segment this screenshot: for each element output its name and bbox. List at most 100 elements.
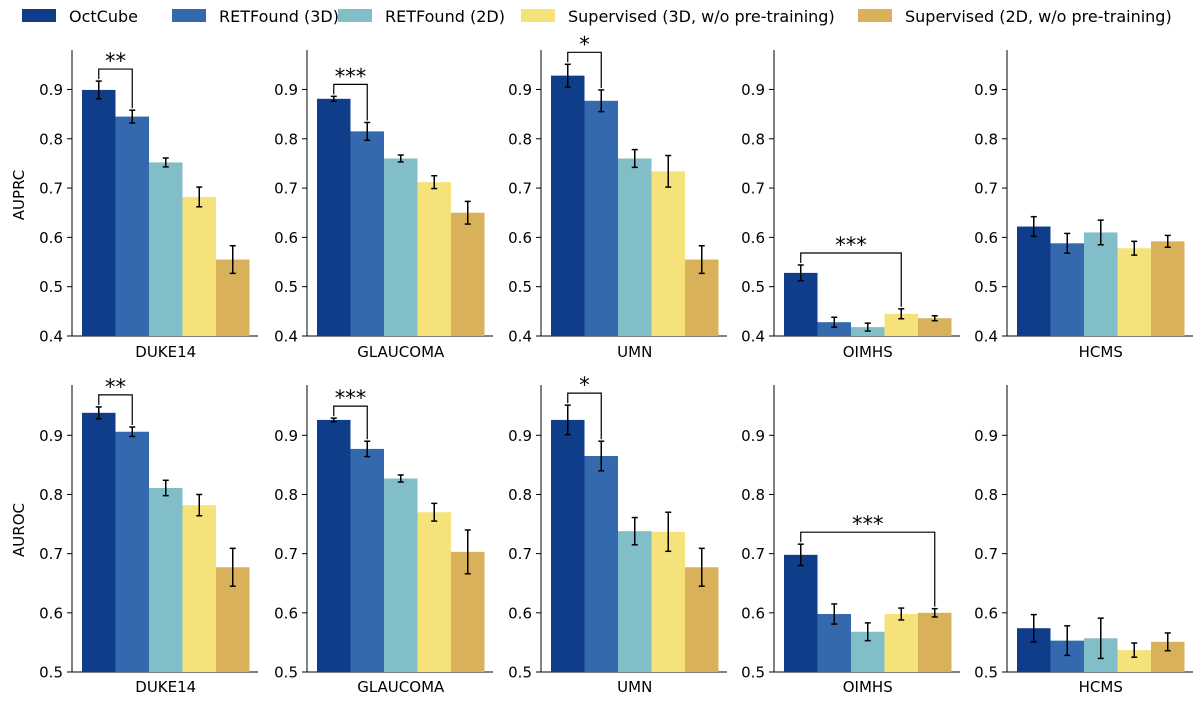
panel-duke14-auprc: 0.4 0.5 0.6 0.7 0.8 0.9 DUKE14 **: [39, 49, 258, 361]
category-label: OIMHS: [843, 678, 893, 696]
bar: [1017, 226, 1051, 336]
y-tick-label: 0.8: [974, 486, 998, 504]
y-tick-label: 0.9: [741, 427, 765, 445]
y-tick-label: 0.7: [974, 545, 998, 563]
bar: [1151, 241, 1185, 336]
bar: [551, 419, 585, 672]
y-tick-label: 0.8: [974, 130, 998, 148]
y-tick-label: 0.8: [741, 130, 765, 148]
category-label: GLAUCOMA: [357, 343, 445, 361]
y-tick-label: 0.9: [274, 81, 298, 99]
y-tick-label: 0.5: [508, 664, 532, 682]
panel-glaucoma-auroc: 0.5 0.6 0.7 0.8 0.9 GLAUCOMA ***: [274, 385, 493, 696]
legend-label: OctCube: [69, 7, 138, 26]
significance-bracket: [800, 531, 936, 607]
bar: [317, 419, 351, 672]
panel-umn-auprc: 0.4 0.5 0.6 0.7 0.8 0.9 UMN *: [508, 32, 727, 361]
legend-label: RETFound (2D): [385, 7, 505, 26]
y-tick-label: 0.4: [508, 328, 532, 346]
bar: [618, 531, 652, 672]
legend-swatch: [22, 9, 56, 22]
y-tick-label: 0.4: [974, 328, 998, 346]
significance-label: ***: [335, 64, 367, 88]
category-label: HCMS: [1079, 343, 1123, 361]
y-tick-label: 0.7: [274, 545, 298, 563]
panel-hcms-auprc: 0.4 0.5 0.6 0.7 0.8 0.9 HCMS: [974, 50, 1193, 361]
y-tick-label: 0.4: [741, 328, 765, 346]
significance-bracket: [567, 51, 602, 88]
significance-label: *: [579, 32, 590, 56]
bar: [417, 512, 451, 672]
y-tick-label: 0.7: [508, 545, 532, 563]
bar: [115, 116, 149, 336]
bar: [884, 614, 918, 672]
bar: [1117, 248, 1151, 336]
panel-oimhs-auprc: 0.4 0.5 0.6 0.7 0.8 0.9 OIMHS ***: [741, 50, 960, 361]
significance-bracket: [98, 394, 133, 426]
bar: [1050, 243, 1084, 336]
bar: [384, 158, 418, 336]
y-tick-label: 0.6: [39, 229, 63, 247]
y-tick-label: 0.7: [974, 180, 998, 198]
y-tick-label: 0.5: [39, 278, 63, 296]
y-tick-label: 0.6: [741, 229, 765, 247]
bar: [918, 318, 952, 336]
y-axis-label: AUPRC: [10, 170, 28, 220]
panel-hcms-auroc: 0.5 0.6 0.7 0.8 0.9 HCMS: [974, 385, 1193, 696]
y-tick-label: 0.5: [508, 278, 532, 296]
category-label: UMN: [617, 343, 652, 361]
y-tick-label: 0.8: [508, 130, 532, 148]
legend-swatch: [338, 9, 372, 22]
y-tick-label: 0.9: [974, 427, 998, 445]
legend-label: Supervised (3D, w/o pre-training): [568, 7, 835, 26]
y-tick-label: 0.6: [39, 604, 63, 622]
y-tick-label: 0.5: [741, 278, 765, 296]
significance-label: **: [105, 375, 126, 399]
bar: [82, 89, 116, 336]
significance-bracket: [333, 83, 368, 121]
y-tick-label: 0.9: [39, 427, 63, 445]
y-tick-label: 0.4: [274, 328, 298, 346]
significance-bracket: [567, 392, 602, 440]
significance-label: ***: [835, 233, 867, 257]
y-tick-label: 0.9: [39, 81, 63, 99]
y-tick-label: 0.7: [508, 180, 532, 198]
bar: [918, 612, 952, 672]
y-tick-label: 0.8: [274, 130, 298, 148]
significance-bracket: [98, 68, 133, 109]
legend-label: Supervised (2D, w/o pre-training): [905, 7, 1172, 26]
bar: [618, 158, 652, 336]
panel-glaucoma-auprc: 0.4 0.5 0.6 0.7 0.8 0.9 GLAUCOMA ***: [274, 50, 493, 361]
bar: [584, 456, 618, 672]
y-tick-label: 0.6: [974, 604, 998, 622]
y-tick-label: 0.6: [508, 229, 532, 247]
legend-swatch: [858, 9, 892, 22]
y-tick-label: 0.6: [508, 604, 532, 622]
y-tick-label: 0.7: [39, 545, 63, 563]
legend-swatch: [172, 9, 206, 22]
bar: [551, 75, 585, 336]
significance-label: ***: [335, 386, 367, 410]
panel-duke14-auroc: 0.5 0.6 0.7 0.8 0.9 DUKE14 **: [39, 375, 258, 696]
bar: [817, 322, 851, 336]
significance-bracket: [333, 405, 368, 440]
bar: [182, 196, 216, 336]
bar: [350, 448, 384, 672]
bar: [149, 162, 183, 336]
bar: [317, 98, 351, 337]
y-tick-label: 0.9: [274, 427, 298, 445]
category-label: GLAUCOMA: [357, 678, 445, 696]
y-tick-label: 0.5: [274, 664, 298, 682]
y-tick-label: 0.8: [39, 130, 63, 148]
bar: [651, 531, 685, 672]
bar: [384, 478, 418, 672]
y-tick-label: 0.7: [274, 180, 298, 198]
y-tick-label: 0.9: [508, 427, 532, 445]
bar: [115, 431, 149, 672]
bar: [584, 100, 618, 336]
y-tick-label: 0.5: [39, 664, 63, 682]
y-tick-label: 0.7: [741, 545, 765, 563]
bar: [149, 487, 183, 672]
bar: [1084, 232, 1118, 336]
